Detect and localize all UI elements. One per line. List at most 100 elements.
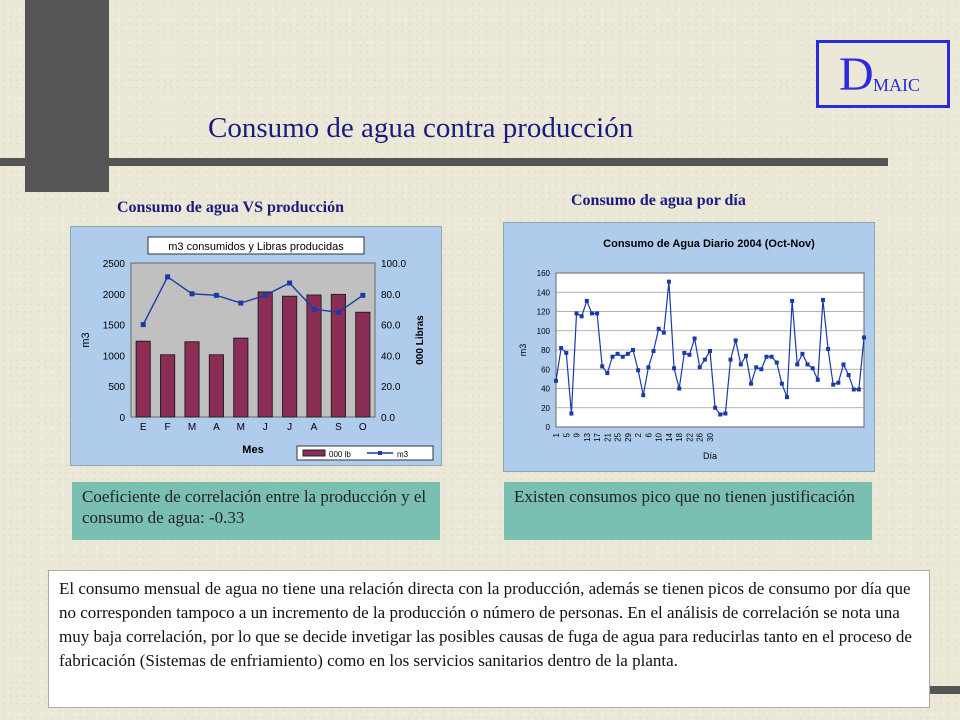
line-point <box>738 362 743 367</box>
x-tick-label: 22 <box>685 432 694 441</box>
monthly-chart: m3 consumidos y Libras producidas 0 500 100… <box>80 236 434 461</box>
correlation-note: Coeficiente de correlación entre la prod… <box>72 482 440 540</box>
line-point <box>697 365 702 370</box>
conclusion-text: El consumo mensual de agua no tiene una … <box>48 570 930 708</box>
y-tick-label: 120 <box>537 308 551 317</box>
x-tick-label: O <box>359 422 367 433</box>
y-tick-label: 1000 <box>103 351 126 362</box>
line-point <box>554 378 558 383</box>
y-tick-label: 2500 <box>103 259 126 270</box>
x-tick-label: 25 <box>614 432 623 441</box>
line-point <box>140 322 146 328</box>
y-tick-label: 2000 <box>103 290 126 301</box>
y2-tick-label: 60.0 <box>381 321 401 332</box>
legend-line-label: m3 <box>397 450 409 459</box>
bar <box>257 291 273 418</box>
line-point <box>702 357 707 362</box>
x-tick-label: 1 <box>552 432 561 437</box>
line-point <box>779 381 784 386</box>
y-tick-label: 0 <box>546 423 551 432</box>
line-point <box>713 405 718 410</box>
bar <box>330 293 346 418</box>
bar <box>135 340 151 418</box>
line-point <box>831 382 836 387</box>
line-point <box>749 381 754 386</box>
x-tick-label: 17 <box>593 432 602 441</box>
x-tick-label: S <box>335 422 342 433</box>
line-point <box>805 362 810 367</box>
line-point <box>743 353 748 358</box>
line-point <box>661 330 666 335</box>
x-tick-label: 18 <box>675 432 684 441</box>
line-point <box>754 365 759 370</box>
bottom-divider <box>930 686 960 694</box>
y-tick-label: 80 <box>541 346 550 355</box>
line-point <box>165 274 171 280</box>
line-point <box>287 280 293 286</box>
y-tick-label: 160 <box>537 269 551 278</box>
line-point <box>820 297 825 302</box>
x-tick-label: E <box>140 422 147 433</box>
right-chart-heading: Consumo de agua por día <box>571 192 746 209</box>
x-tick-label: J <box>287 422 292 433</box>
y-tick-label: 60 <box>541 365 550 374</box>
y2-tick-label: 100.0 <box>381 259 406 270</box>
y-tick-label: 140 <box>537 288 551 297</box>
line-point <box>851 387 856 392</box>
line-point <box>759 367 764 372</box>
bar <box>160 354 176 418</box>
line-point <box>213 292 219 298</box>
line-series <box>142 275 364 325</box>
line-point <box>605 371 610 376</box>
y-tick-label: 40 <box>541 385 550 394</box>
x-tick-label: M <box>237 422 245 433</box>
line-point <box>841 362 846 367</box>
chart-title: Consumo de Agua Diario 2004 (Oct-Nov) <box>603 238 815 250</box>
line-point <box>687 352 692 357</box>
line-point <box>311 306 317 312</box>
line-point <box>826 347 831 352</box>
line-point <box>810 366 815 371</box>
line-point <box>862 335 866 340</box>
bar <box>306 294 322 418</box>
line-point <box>615 351 620 356</box>
line-point <box>574 311 579 316</box>
daily-chart-frame: Consumo de Agua Diario 2004 (Oct-Nov) 0 20… <box>503 222 875 472</box>
line-point <box>600 364 605 369</box>
y-axis-label: m3 <box>80 332 92 347</box>
bar <box>208 354 224 418</box>
y2-tick-label: 80.0 <box>381 290 401 301</box>
line-point <box>836 380 841 385</box>
bar <box>355 311 371 418</box>
line-point <box>559 346 564 351</box>
bar <box>282 295 298 418</box>
line-point <box>769 354 774 359</box>
legend-bar-swatch <box>302 449 326 457</box>
chart-title-box <box>147 236 365 255</box>
line-point <box>595 311 600 316</box>
monthly-chart-frame: m3 consumidos y Libras producidas 0 500 100… <box>70 226 442 466</box>
y-tick-label: 1500 <box>103 321 126 332</box>
line-point <box>636 368 641 373</box>
x-tick-label: 9 <box>573 432 582 437</box>
line-point <box>238 300 244 306</box>
x-tick-label: 13 <box>583 432 592 441</box>
x-axis-label: Mes <box>242 444 263 456</box>
x-axis-label: Día <box>703 451 717 461</box>
y-tick-label: 500 <box>108 382 125 393</box>
x-tick-label: 30 <box>706 432 715 441</box>
bar <box>184 341 200 418</box>
legend-line-marker <box>378 451 382 455</box>
peaks-note: Existen consumos pico que no tienen just… <box>504 482 872 540</box>
line-point <box>262 292 268 298</box>
line-point <box>723 411 728 416</box>
y-tick-label: 100 <box>537 327 551 336</box>
line-point <box>666 279 671 284</box>
line-point <box>569 411 574 416</box>
x-tick-label: 5 <box>562 432 571 437</box>
line-point <box>564 350 569 355</box>
line-point <box>733 338 738 343</box>
legend-bar-label: 000 lb <box>329 450 351 459</box>
page-title: Consumo de agua contra producción <box>208 112 634 144</box>
line-point <box>856 387 861 392</box>
